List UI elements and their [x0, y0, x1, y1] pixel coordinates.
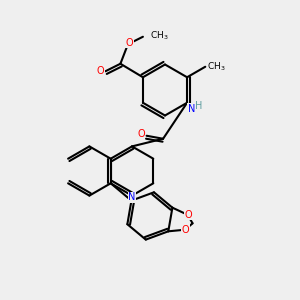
Text: H: H [195, 101, 203, 111]
Text: O: O [184, 210, 192, 220]
Text: CH$_3$: CH$_3$ [207, 61, 225, 73]
Text: N: N [128, 192, 136, 202]
Text: O: O [182, 225, 189, 235]
Text: O: O [137, 129, 145, 139]
Text: N: N [188, 104, 195, 114]
Text: O: O [97, 66, 104, 76]
Text: O: O [126, 38, 133, 48]
Text: CH$_3$: CH$_3$ [150, 30, 169, 42]
